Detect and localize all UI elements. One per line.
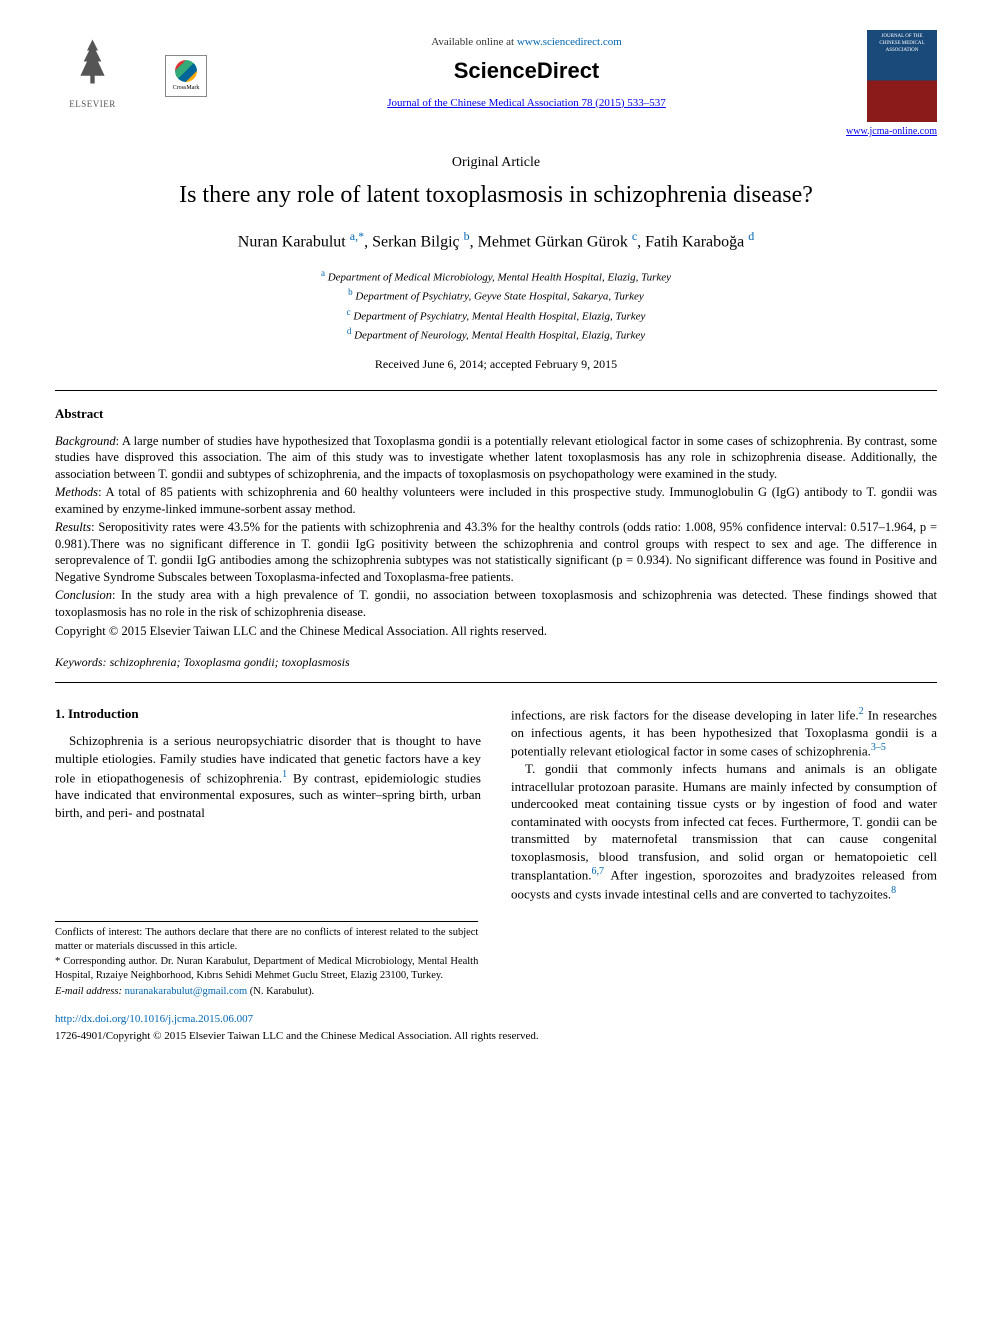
elsevier-tree-icon xyxy=(65,34,120,96)
affil-a-sup: a xyxy=(321,268,325,278)
journal-citation-link[interactable]: Journal of the Chinese Medical Associati… xyxy=(387,97,666,109)
background-label: Background xyxy=(55,434,116,448)
keywords-text: schizophrenia; Toxoplasma gondii; toxopl… xyxy=(107,655,350,669)
abstract-body: Background: A large number of studies ha… xyxy=(55,433,937,640)
sciencedirect-brand: ScienceDirect xyxy=(207,56,846,86)
page-header: ELSEVIER CrossMark Available online at w… xyxy=(55,30,937,139)
intro-para-2: infections, are risk factors for the dis… xyxy=(511,705,937,760)
elsevier-logo: ELSEVIER xyxy=(55,30,130,115)
doi-link[interactable]: http://dx.doi.org/10.1016/j.jcma.2015.06… xyxy=(55,1013,253,1025)
divider-top xyxy=(55,390,937,391)
methods-text: : A total of 85 patients with schizophre… xyxy=(55,485,937,516)
corresponding-note: * Corresponding author. Dr. Nuran Karabu… xyxy=(55,955,478,982)
affil-b: Department of Psychiatry, Geyve State Ho… xyxy=(355,291,643,303)
intro-heading: 1. Introduction xyxy=(55,705,481,723)
crossmark-label: CrossMark xyxy=(173,84,200,92)
article-dates: Received June 6, 2014; accepted February… xyxy=(55,356,937,372)
affil-b-sup: b xyxy=(348,287,353,297)
email-link[interactable]: nuranakarabulut@gmail.com xyxy=(125,986,248,997)
crossmark-badge[interactable]: CrossMark xyxy=(165,55,207,97)
available-online-text: Available online at www.sciencedirect.co… xyxy=(207,35,846,50)
methods-label: Methods xyxy=(55,485,98,499)
p3a: T. gondii that commonly infects humans a… xyxy=(511,761,937,883)
abstract-copyright: Copyright © 2015 Elsevier Taiwan LLC and… xyxy=(55,623,937,640)
affiliations: a Department of Medical Microbiology, Me… xyxy=(55,267,937,344)
author-1-affil-link[interactable]: a,* xyxy=(350,229,364,243)
left-column: 1. Introduction Schizophrenia is a serio… xyxy=(55,705,481,903)
jcma-url[interactable]: www.jcma-online.com xyxy=(846,125,937,139)
ref-3-5-link[interactable]: 3–5 xyxy=(871,742,886,753)
affil-a: Department of Medical Microbiology, Ment… xyxy=(328,272,671,284)
keywords-label: Keywords: xyxy=(55,655,107,669)
author-2: Serkan Bilgiç xyxy=(372,234,460,251)
author-4: Fatih Karaboğa xyxy=(645,234,744,251)
header-left: ELSEVIER CrossMark xyxy=(55,30,207,115)
email-line: E-mail address: nuranakarabulut@gmail.co… xyxy=(55,985,478,999)
affil-c-sup: c xyxy=(347,307,351,317)
intro-para-3: T. gondii that commonly infects humans a… xyxy=(511,760,937,903)
affil-c: Department of Psychiatry, Mental Health … xyxy=(353,310,645,322)
divider-bottom xyxy=(55,682,937,683)
conclusion-label: Conclusion xyxy=(55,588,112,602)
author-list: Nuran Karabulut a,*, Serkan Bilgiç b, Me… xyxy=(55,228,937,253)
ref-6-7-link[interactable]: 6,7 xyxy=(592,866,605,877)
keywords-line: Keywords: schizophrenia; Toxoplasma gond… xyxy=(55,654,937,670)
elsevier-label: ELSEVIER xyxy=(69,98,116,110)
sciencedirect-url-link[interactable]: www.sciencedirect.com xyxy=(517,36,622,48)
author-3-affil-link[interactable]: c xyxy=(632,229,637,243)
doi-line: http://dx.doi.org/10.1016/j.jcma.2015.06… xyxy=(55,1012,937,1027)
header-center: Available online at www.sciencedirect.co… xyxy=(207,30,846,110)
available-prefix: Available online at xyxy=(431,36,517,48)
p2a: infections, are risk factors for the dis… xyxy=(511,707,859,722)
crossmark-icon xyxy=(175,60,197,82)
jcma-cover-thumbnail: JOURNAL OF THE CHINESE MEDICAL ASSOCIATI… xyxy=(867,30,937,122)
email-label: E-mail address: xyxy=(55,986,125,997)
article-title: Is there any role of latent toxoplasmosi… xyxy=(55,180,937,210)
abstract-heading: Abstract xyxy=(55,405,937,423)
intro-para-1: Schizophrenia is a serious neuropsychiat… xyxy=(55,732,481,821)
author-1: Nuran Karabulut xyxy=(238,234,346,251)
conflicts-note: Conflicts of interest: The authors decla… xyxy=(55,926,478,953)
affil-d: Department of Neurology, Mental Health H… xyxy=(354,329,645,341)
jcma-cover-text: JOURNAL OF THE CHINESE MEDICAL ASSOCIATI… xyxy=(879,34,924,53)
header-right: JOURNAL OF THE CHINESE MEDICAL ASSOCIATI… xyxy=(846,30,937,139)
body-columns: 1. Introduction Schizophrenia is a serio… xyxy=(55,705,937,903)
author-2-affil-link[interactable]: b xyxy=(464,229,470,243)
author-4-affil-link[interactable]: d xyxy=(748,229,754,243)
right-column: infections, are risk factors for the dis… xyxy=(511,705,937,903)
jcma-url-link[interactable]: www.jcma-online.com xyxy=(846,126,937,137)
ref-8-link[interactable]: 8 xyxy=(891,885,896,896)
results-label: Results xyxy=(55,520,91,534)
results-text: : Seropositivity rates were 43.5% for th… xyxy=(55,520,937,584)
footer-copyright: 1726-4901/Copyright © 2015 Elsevier Taiw… xyxy=(55,1029,937,1044)
email-name: (N. Karabulut). xyxy=(247,986,314,997)
article-type: Original Article xyxy=(55,154,937,173)
conclusion-text: : In the study area with a high prevalen… xyxy=(55,588,937,619)
footnotes: Conflicts of interest: The authors decla… xyxy=(55,921,478,998)
author-3: Mehmet Gürkan Gürok xyxy=(478,234,628,251)
journal-citation[interactable]: Journal of the Chinese Medical Associati… xyxy=(207,96,846,111)
background-text: : A large number of studies have hypothe… xyxy=(55,434,937,481)
affil-d-sup: d xyxy=(347,326,352,336)
